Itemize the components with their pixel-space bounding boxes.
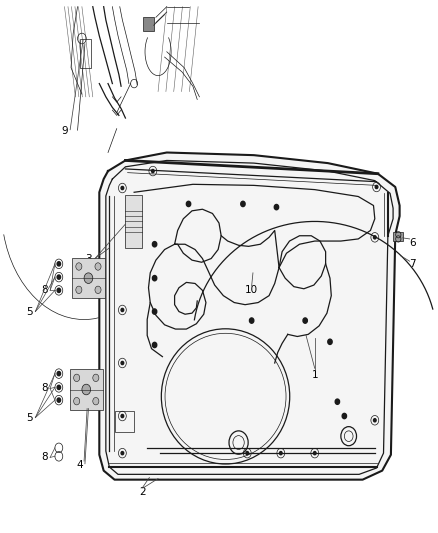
Text: 8: 8	[42, 453, 48, 463]
Circle shape	[76, 263, 82, 270]
Circle shape	[250, 318, 254, 323]
Circle shape	[152, 342, 157, 348]
Circle shape	[241, 201, 245, 207]
Bar	[393, 231, 403, 241]
Circle shape	[375, 185, 378, 189]
Circle shape	[303, 318, 307, 323]
Circle shape	[57, 275, 60, 279]
Circle shape	[57, 398, 60, 402]
Text: 8: 8	[42, 285, 48, 295]
Circle shape	[374, 419, 376, 422]
Circle shape	[274, 205, 279, 210]
Circle shape	[121, 415, 124, 418]
Circle shape	[335, 399, 339, 405]
Circle shape	[74, 398, 80, 405]
Text: 7: 7	[410, 259, 416, 269]
Bar	[80, 38, 91, 68]
Circle shape	[93, 374, 99, 382]
Circle shape	[328, 339, 332, 344]
Circle shape	[95, 286, 101, 294]
Text: 4: 4	[76, 461, 83, 470]
Circle shape	[186, 201, 191, 207]
Text: 3: 3	[85, 254, 92, 263]
Circle shape	[95, 263, 101, 270]
Circle shape	[121, 309, 124, 312]
Circle shape	[152, 276, 157, 281]
Circle shape	[121, 361, 124, 365]
Bar	[125, 195, 142, 248]
Text: 9: 9	[61, 126, 68, 136]
Circle shape	[279, 451, 282, 455]
Circle shape	[57, 262, 60, 266]
Text: 2: 2	[140, 487, 146, 497]
Circle shape	[314, 451, 316, 455]
Circle shape	[152, 241, 157, 247]
Bar	[116, 411, 134, 432]
Bar	[143, 17, 154, 30]
Circle shape	[57, 385, 60, 390]
Circle shape	[82, 384, 91, 395]
Circle shape	[342, 414, 346, 419]
Circle shape	[57, 372, 60, 376]
Text: 5: 5	[26, 413, 33, 423]
Circle shape	[76, 286, 82, 294]
Text: 10: 10	[245, 285, 258, 295]
Text: 5: 5	[26, 306, 33, 317]
Circle shape	[93, 398, 99, 405]
Circle shape	[246, 451, 249, 455]
Text: 8: 8	[42, 383, 48, 393]
Circle shape	[121, 187, 124, 190]
Circle shape	[84, 273, 93, 284]
Polygon shape	[99, 152, 399, 480]
Text: 1: 1	[311, 370, 318, 380]
Circle shape	[57, 288, 60, 293]
Bar	[72, 258, 105, 298]
Circle shape	[74, 374, 80, 382]
Circle shape	[374, 236, 376, 239]
Circle shape	[152, 169, 154, 173]
Text: 6: 6	[410, 238, 416, 248]
Bar	[70, 369, 103, 410]
Circle shape	[121, 451, 124, 455]
Circle shape	[152, 309, 157, 314]
